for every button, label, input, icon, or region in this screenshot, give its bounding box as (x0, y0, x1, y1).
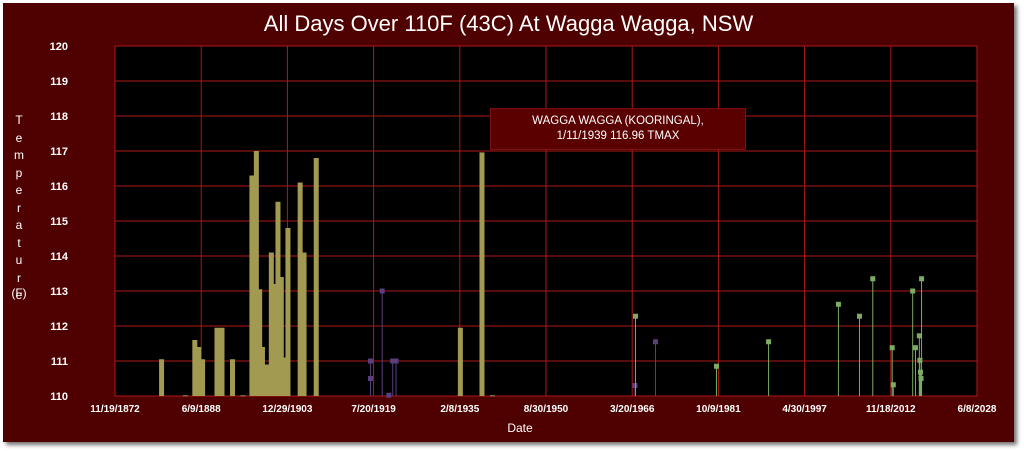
temperature-bar (196, 347, 202, 396)
y-axis-label-char: p (15, 165, 23, 180)
temperature-marker (633, 313, 639, 319)
temperature-marker (368, 376, 374, 381)
temperature-marker (713, 363, 719, 369)
temperature-marker (912, 345, 918, 351)
x-tick-labels: 11/19/1872 6/9/1888 12/29/1903 7/20/1919 2/8… (90, 404, 997, 415)
temperature-bar (219, 327, 225, 396)
x-tick-label: 11/19/1872 (90, 404, 140, 415)
temperature-bar (264, 364, 270, 396)
temperature-bar (297, 182, 303, 396)
y-axis-label-char: r (17, 200, 21, 215)
temperature-bar (200, 359, 206, 396)
temperature-bar (490, 395, 496, 397)
temperature-marker (766, 339, 772, 345)
temperature-marker (917, 357, 923, 363)
y-axis-label-char: T (15, 113, 23, 127)
y-axis-label-char: a (15, 218, 23, 232)
data-marks (159, 151, 925, 398)
y-axis-label-char: u (15, 253, 23, 267)
temperature-marker (870, 276, 876, 282)
temperature-bar (192, 340, 198, 396)
y-axis-label-char: r (17, 270, 21, 285)
y-axis-label-char: e (15, 130, 23, 145)
temperature-bar (214, 327, 220, 396)
y-tick-label: 115 (50, 216, 68, 228)
temperature-marker (918, 376, 924, 381)
temperature-bar (281, 357, 287, 396)
y-tick-label: 112 (50, 321, 68, 333)
y-tick-label: 116 (50, 181, 68, 193)
temperature-bar (479, 152, 485, 396)
x-tick-label: 4/30/1997 (782, 404, 827, 415)
temperature-bar (457, 327, 463, 396)
temperature-marker (386, 392, 392, 398)
y-tick-label: 119 (50, 76, 68, 88)
temperature-bar (259, 347, 265, 396)
temperature-bar (240, 395, 246, 397)
temperature-bar (257, 289, 263, 396)
temperature-marker (393, 358, 399, 364)
y-tick-label: 114 (50, 251, 69, 263)
temperature-marker (856, 313, 862, 319)
y-axis-label-char: e (15, 288, 23, 302)
y-tick-label: 117 (50, 146, 68, 158)
x-tick-label: 7/20/1919 (351, 404, 396, 415)
temperature-marker (889, 345, 895, 351)
temperature-marker (652, 339, 658, 345)
temperature-bar (268, 252, 274, 396)
tooltip-line-value: 1/11/1939 116.96 TMAX (556, 130, 680, 142)
y-axis-label-char: m (14, 148, 24, 162)
temperature-bar (278, 277, 284, 396)
y-tick-label: 111 (51, 356, 68, 368)
temperature-bar (182, 395, 188, 397)
x-tick-label: 6/8/2028 (958, 404, 997, 415)
tooltip-line-station: WAGGA WAGGA (KOORINGAL), (532, 115, 704, 127)
y-tick-label: 118 (50, 111, 68, 123)
temperature-bar (313, 158, 319, 396)
x-tick-label: 3/20/1966 (610, 404, 655, 415)
temperature-marker (916, 333, 922, 339)
x-tick-label: 11/18/2012 (866, 404, 916, 415)
temperature-marker (890, 382, 896, 388)
x-axis-label: Date (507, 421, 533, 435)
x-tick-label: 6/9/1888 (182, 404, 221, 415)
y-tick-label: 113 (50, 286, 68, 298)
x-tick-label: 10/9/1981 (696, 404, 741, 415)
temperature-bar (301, 252, 307, 396)
x-tick-label: 12/29/1903 (262, 404, 312, 415)
temperature-bar (285, 228, 291, 396)
y-axis-label-char: e (15, 183, 23, 197)
x-tick-label: 8/30/1950 (524, 404, 569, 415)
temperature-marker (835, 301, 841, 307)
y-tick-label: 110 (50, 391, 68, 403)
temperature-marker (919, 276, 925, 282)
plot-border (114, 45, 978, 397)
temperature-bar (159, 359, 165, 396)
temperature-marker (917, 369, 923, 375)
data-point-tooltip: WAGGA WAGGA (KOORINGAL), 1/11/1939 116.9… (490, 108, 746, 150)
temperature-marker (368, 358, 374, 364)
y-axis-label-char: t (17, 235, 21, 250)
y-tick-label: 120 (50, 41, 68, 53)
chart-title: All Days Over 110F (43C) At Wagga Wagga,… (263, 11, 754, 36)
temperature-marker (910, 288, 916, 294)
temperature-bar (230, 359, 236, 396)
x-tick-label: 2/8/1935 (440, 404, 479, 415)
temperature-bar (253, 151, 259, 396)
temperature-marker (632, 383, 638, 388)
temperature-marker (390, 358, 396, 364)
temperature-bar (271, 284, 277, 396)
y-axis-unit: (F) (11, 286, 27, 300)
y-tick-labels: 110 111 112 113 114 115 116 117 118 119 120 (50, 41, 69, 403)
temperature-bar (275, 201, 281, 396)
temperature-marker (379, 288, 385, 294)
